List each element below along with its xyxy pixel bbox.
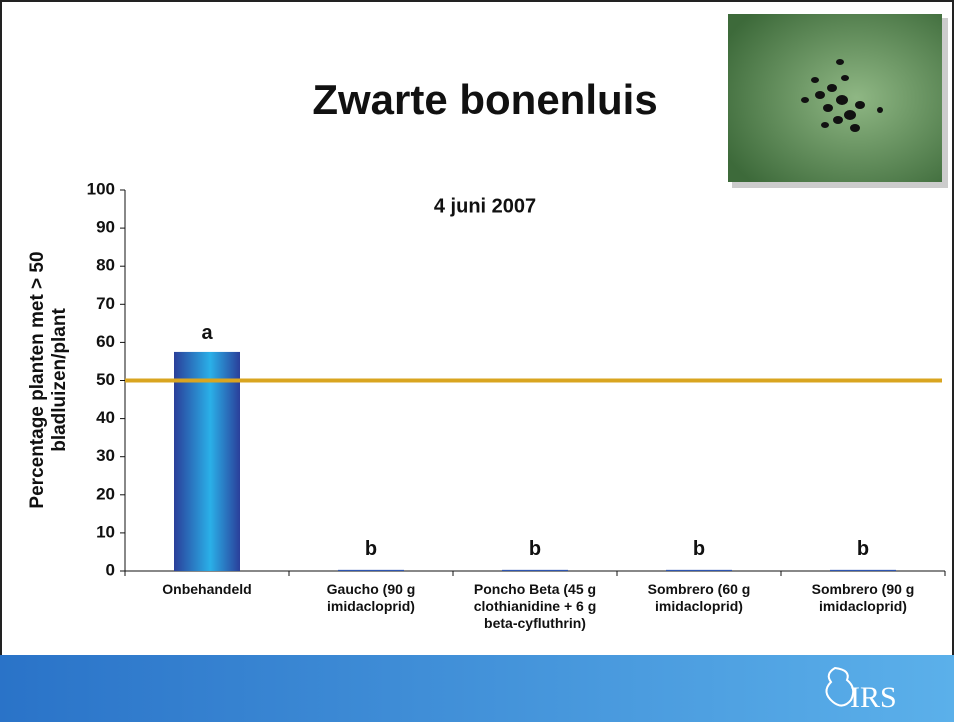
y-tick-label: 100 xyxy=(87,179,115,198)
x-tick-label: Poncho Beta (45 g clothianidine + 6 g be… xyxy=(473,581,597,631)
bar xyxy=(666,569,732,571)
y-axis-title-line: Percentage planten met > 50 xyxy=(27,251,48,508)
y-tick-label: 70 xyxy=(96,294,115,313)
y-tick-label: 90 xyxy=(96,218,115,237)
logo: IRS xyxy=(825,666,897,714)
x-tick-label: Sombrero (90 g imidacloprid) xyxy=(811,581,915,614)
significance-letter: b xyxy=(365,538,377,560)
logo-text: IRS xyxy=(850,681,897,714)
bar xyxy=(502,569,568,571)
y-tick-label: 20 xyxy=(96,484,115,503)
photo xyxy=(728,14,948,188)
bar xyxy=(830,569,896,571)
bar xyxy=(338,569,404,571)
bar xyxy=(174,351,240,571)
y-tick-label: 30 xyxy=(96,446,115,465)
footer-band xyxy=(0,655,954,722)
significance-letter: b xyxy=(693,538,705,560)
significance-letter: a xyxy=(201,322,213,344)
y-axis-title-line: bladluizen/plant xyxy=(49,308,70,452)
x-tick-label: Gaucho (90 g imidacloprid) xyxy=(326,581,416,614)
chart-title: Zwarte bonenluis xyxy=(312,76,657,123)
y-tick-label: 10 xyxy=(96,522,115,541)
chart-subtitle: 4 juni 2007 xyxy=(434,195,536,217)
x-tick-label: Onbehandeld xyxy=(162,581,252,597)
y-tick-label: 80 xyxy=(96,256,115,275)
y-tick-label: 60 xyxy=(96,332,115,351)
y-tick-label: 40 xyxy=(96,408,115,427)
significance-letter: b xyxy=(857,538,869,560)
y-tick-label: 0 xyxy=(106,560,115,579)
y-tick-label: 50 xyxy=(96,370,115,389)
y-axis-title: Percentage planten met > 50 bladluizen/p… xyxy=(27,251,70,508)
x-tick-label: Sombrero (60 g imidacloprid) xyxy=(647,581,751,614)
significance-letter: b xyxy=(529,538,541,560)
